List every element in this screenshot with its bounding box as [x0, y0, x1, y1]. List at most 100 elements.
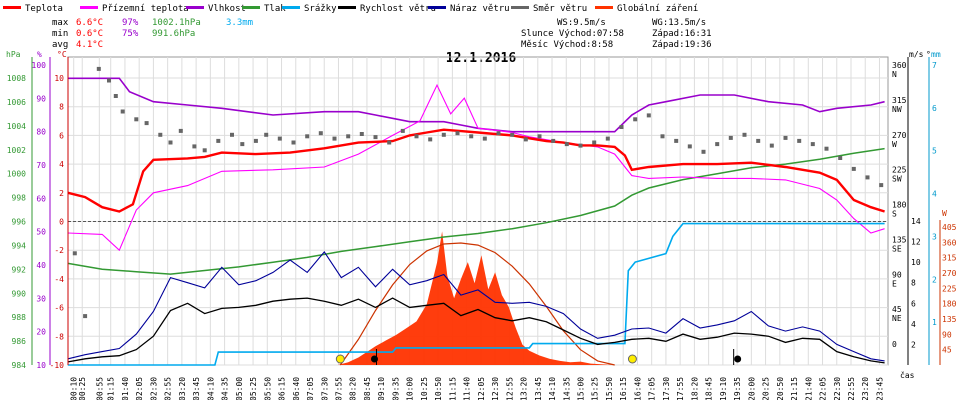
- x-tick-label: 11:15: [448, 377, 457, 400]
- x-tick-label: 02:55: [164, 377, 173, 400]
- wind-direction-point: [144, 121, 149, 126]
- dir-letter-label: E: [892, 279, 897, 288]
- x-tick-label: 01:40: [121, 377, 130, 400]
- dir-letter-label: W: [892, 140, 897, 149]
- wind-direction-point: [824, 146, 829, 151]
- x-tick-label: 12:05: [477, 377, 486, 400]
- mm-tick-label: 6: [932, 104, 937, 113]
- stat-min-temp: 0.6°C: [76, 29, 103, 39]
- pct-tick-label: 100: [32, 61, 47, 70]
- mm-tick-label: 4: [932, 190, 937, 199]
- x-tick-label: 03:45: [192, 377, 201, 400]
- degc-tick-label: 8: [59, 103, 64, 112]
- hpa-tick-label: 1008: [7, 74, 26, 83]
- info-wind-speed: WS:9.5m/s: [557, 18, 606, 28]
- legend-swatch: [511, 6, 529, 9]
- wind-direction-point: [756, 138, 761, 143]
- x-tick-label: 02:05: [135, 377, 144, 400]
- wind-direction-point: [72, 251, 77, 256]
- legend-swatch: [80, 6, 98, 9]
- stat-max-temp: 6.6°C: [76, 18, 103, 28]
- w-tick-label: 270: [942, 269, 957, 278]
- dir-tick-label: 0: [892, 340, 897, 349]
- ms-tick-label: 14: [911, 217, 921, 226]
- legend-item-radiation: Globální záření: [595, 4, 698, 14]
- ground-temp-line: [67, 83, 885, 252]
- ms-tick-label: 2: [911, 340, 916, 349]
- x-tick-label: 14:10: [548, 377, 557, 400]
- dir-tick-label: 315: [892, 96, 907, 105]
- wind-direction-point: [865, 175, 870, 180]
- x-tick-label: 00:10: [70, 377, 79, 400]
- wind-direction-point: [414, 134, 419, 139]
- wind-direction-point: [83, 314, 88, 319]
- line-series: [67, 77, 885, 366]
- stat-avg-temp: 4.1°C: [76, 40, 103, 50]
- wind-direction-point: [797, 138, 802, 143]
- wind-direction-point: [510, 132, 515, 137]
- ms-tick-label: 4: [911, 320, 916, 329]
- x-tick-label: 10:00: [406, 377, 415, 400]
- x-tick-label: 09:10: [377, 377, 386, 400]
- x-tick-label: 11:40: [463, 377, 472, 400]
- wind-direction-point: [592, 140, 597, 145]
- wind-direction-point: [810, 142, 815, 147]
- w-tick-label: 90: [942, 330, 952, 339]
- dir-letter-label: SE: [892, 244, 902, 253]
- wind-direction-point: [107, 78, 111, 83]
- axis-unit-hpa: hPa: [6, 50, 21, 59]
- radiation-series: [337, 231, 615, 366]
- legend-swatch: [428, 6, 446, 9]
- wind-direction-point: [687, 144, 692, 149]
- stat-max-label: max: [52, 18, 69, 28]
- wind-direction-point: [96, 66, 101, 71]
- dir-tick-label: 45: [892, 305, 902, 314]
- wind-direction-point: [496, 131, 501, 136]
- dir-letter-label: NW: [892, 105, 902, 114]
- stat-min-hum: 75%: [122, 29, 139, 39]
- wind-direction-point: [373, 135, 378, 140]
- wind-direction-point: [551, 138, 556, 143]
- legend-label: Rychlost větru: [360, 4, 436, 14]
- hpa-tick-label: 984: [12, 361, 27, 370]
- degc-tick-label: -4: [54, 275, 64, 284]
- wind-direction-point: [838, 156, 843, 160]
- x-tick-label: 12:30: [491, 377, 500, 400]
- x-tick-label: 08:20: [349, 377, 358, 400]
- hpa-tick-label: 998: [12, 194, 27, 203]
- x-tick-label: 06:40: [292, 377, 301, 400]
- wind-direction-point: [455, 131, 460, 136]
- legend-label: Teplota: [25, 4, 63, 14]
- wind-direction-point: [192, 144, 197, 149]
- legend-label: Globální záření: [617, 4, 698, 14]
- legend: Teplota Přízemní teplota Vlhkost Tlak Sr…: [3, 4, 698, 14]
- pct-tick-label: 70: [36, 161, 46, 170]
- x-tick-label: 05:25: [249, 377, 258, 400]
- axis-unit-headers: hPa % °C m/s ° mm W: [6, 50, 947, 218]
- sun-moon-markers: [335, 349, 742, 365]
- wind-direction-point: [769, 143, 774, 148]
- wind-direction-point: [178, 128, 183, 133]
- legend-item-rain: Srážky: [282, 4, 337, 14]
- wind-direction-point: [120, 109, 125, 114]
- wind-direction-point: [277, 136, 282, 141]
- wind-direction-point: [537, 134, 542, 139]
- stat-min-label: min: [52, 29, 68, 39]
- legend-item-temperature: Teplota: [3, 4, 63, 14]
- pct-tick-label: 40: [36, 261, 46, 270]
- wind-direction-point: [701, 149, 706, 154]
- wind-direction-point: [578, 143, 583, 148]
- x-tick-label: 19:10: [719, 377, 728, 400]
- wind-direction-point: [728, 135, 733, 140]
- pct-tick-label: 10: [36, 361, 46, 370]
- moonset-marker: [734, 355, 742, 363]
- wind-direction-point: [619, 125, 624, 129]
- hpa-tick-label: 992: [12, 265, 27, 274]
- x-tick-label: 15:25: [591, 377, 600, 400]
- x-tick-label: 07:55: [334, 377, 343, 400]
- dir-letter-label: N: [892, 70, 897, 79]
- legend-swatch: [242, 6, 260, 9]
- legend-item-wind-speed: Rychlost větru: [338, 4, 436, 14]
- stat-max-press: 1002.1hPa: [152, 18, 201, 28]
